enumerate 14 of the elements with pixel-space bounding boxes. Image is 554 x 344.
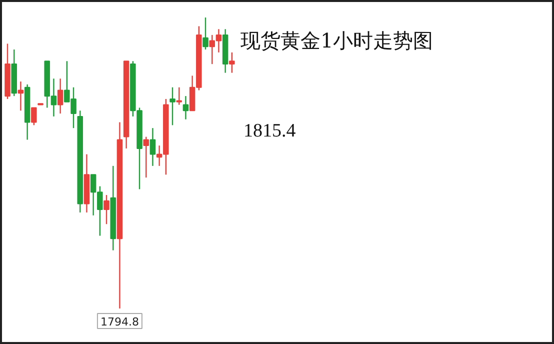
candlestick [104,194,110,225]
candlestick [18,80,24,112]
candlestick [170,86,176,126]
candlestick [229,52,235,74]
candlestick [202,16,208,50]
candlestick [31,107,37,126]
text: 现货黄金1小时走势图 [240,28,434,52]
text: 1815.4 [244,120,296,142]
candlestick [57,78,64,114]
candlestick [176,86,182,106]
candlestick [150,127,156,167]
candlestick [182,95,189,120]
candlestick [143,136,149,178]
text: 1794.8 [100,316,139,328]
